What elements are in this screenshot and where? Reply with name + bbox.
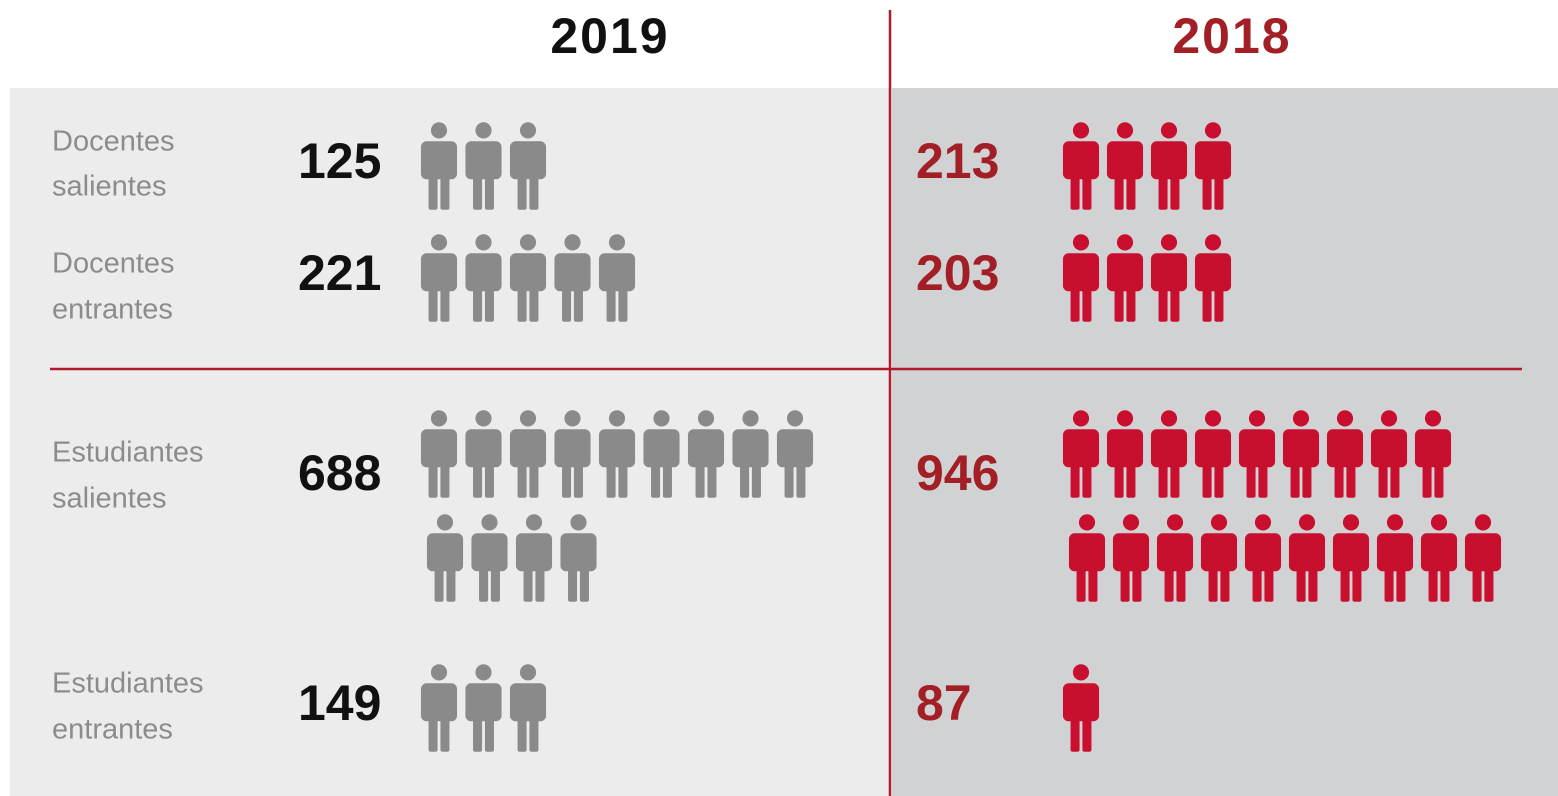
- row-label: entrantes: [52, 714, 173, 746]
- year-header: 2019: [550, 8, 669, 64]
- count-number: 213: [916, 133, 999, 189]
- count-number: 221: [298, 245, 381, 301]
- row-label: salientes: [52, 483, 166, 515]
- count-number: 688: [298, 445, 381, 501]
- count-number: 87: [916, 675, 972, 731]
- count-number: 149: [298, 675, 381, 731]
- year-header: 2018: [1172, 8, 1291, 64]
- row-label: entrantes: [52, 294, 173, 326]
- row-label: Estudiantes: [52, 668, 204, 700]
- count-number: 203: [916, 245, 999, 301]
- count-number: 946: [916, 445, 999, 501]
- row-label: Docentes: [52, 126, 175, 158]
- row-label: salientes: [52, 171, 166, 203]
- row-label: Docentes: [52, 248, 175, 280]
- count-number: 125: [298, 133, 381, 189]
- row-label: Estudiantes: [52, 437, 204, 469]
